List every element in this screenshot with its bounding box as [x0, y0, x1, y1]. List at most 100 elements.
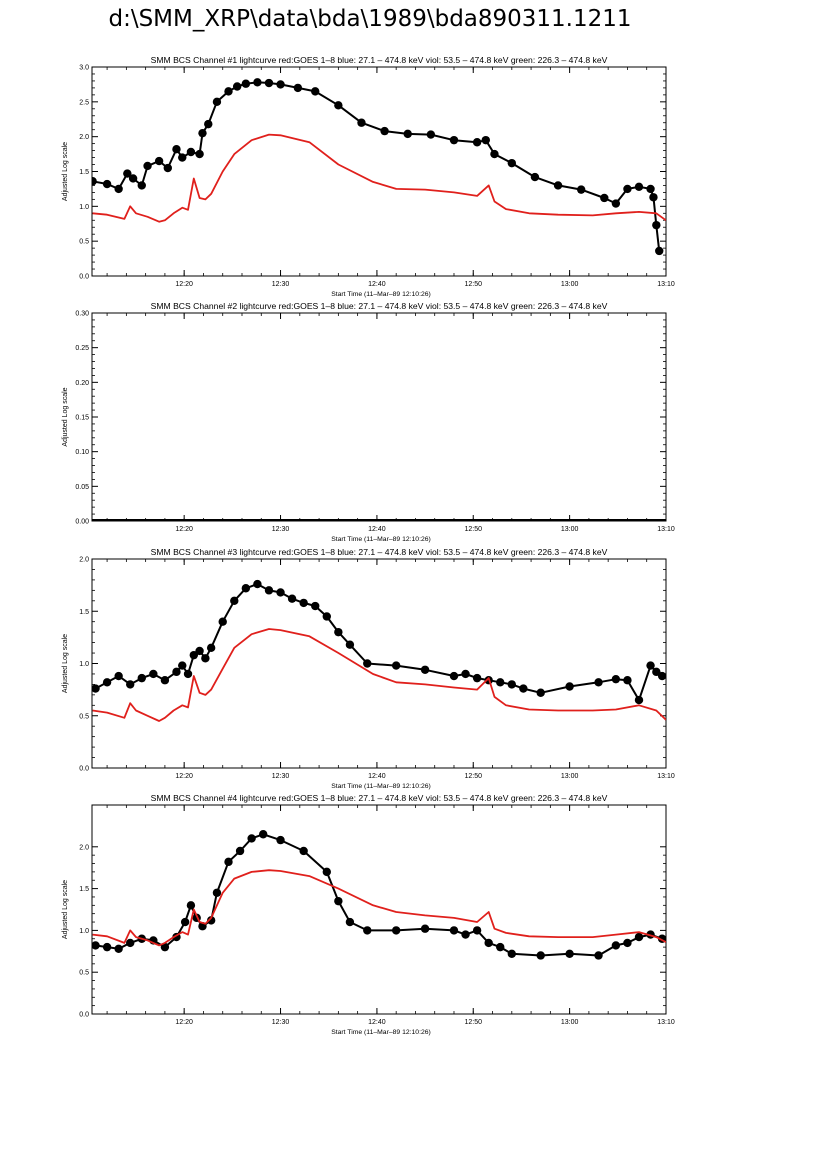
y-tick-label: 1.0	[79, 661, 89, 668]
data-point-black	[241, 79, 251, 88]
data-point-black	[224, 857, 233, 867]
data-point-black	[114, 184, 123, 194]
x-tick-label: 12:50	[464, 281, 482, 288]
data-point-black	[311, 87, 320, 96]
data-point-black	[623, 184, 632, 194]
y-tick-label: 0.0	[79, 274, 89, 281]
x-tick-label: 12:30	[272, 281, 290, 288]
y-axis-label: Adjusted Log scale	[62, 142, 69, 201]
data-point-black	[189, 650, 199, 660]
data-point-black	[391, 926, 401, 935]
data-point-black	[172, 145, 181, 154]
data-point-black	[536, 688, 545, 697]
data-point-black	[449, 926, 459, 935]
y-tick-label: 0.10	[75, 449, 89, 456]
data-point-black	[212, 888, 222, 897]
data-point-black	[102, 678, 112, 687]
data-point-black	[276, 835, 285, 845]
y-axis-label: Adjusted Log scale	[62, 880, 69, 939]
x-tick-label: 12:20	[175, 773, 193, 780]
data-point-black	[293, 83, 303, 93]
data-point-black	[322, 612, 331, 621]
data-point-black	[235, 846, 245, 856]
chart-panel-1: SMM BCS Channel #1 lightcurve red:GOES 1…	[62, 55, 675, 298]
data-point-black	[576, 185, 586, 194]
data-point-black	[334, 627, 343, 637]
data-point-black	[287, 594, 297, 603]
series-red-goes-line	[92, 869, 666, 947]
y-tick-label: 0.25	[75, 345, 89, 352]
y-tick-label: 1.5	[79, 886, 89, 893]
chart-title: SMM BCS Channel #3 lightcurve red:GOES 1…	[151, 547, 608, 557]
data-point-black	[212, 97, 222, 107]
data-point-black	[565, 682, 574, 691]
data-point-black	[507, 680, 517, 689]
data-point-black	[611, 674, 621, 684]
x-tick-label: 13:00	[561, 281, 579, 288]
data-point-black	[311, 601, 320, 611]
data-point-black	[186, 147, 196, 157]
data-point-black	[249, 519, 254, 521]
data-point-black	[357, 118, 366, 127]
data-point-black	[649, 193, 658, 202]
data-point-black	[449, 671, 459, 681]
data-point-black	[114, 944, 123, 953]
x-tick-label: 12:50	[464, 526, 482, 533]
data-point-black	[594, 951, 603, 960]
data-point-black	[363, 926, 372, 935]
data-point-black	[230, 596, 239, 605]
data-point-black	[472, 138, 482, 147]
series-red-goes-line	[92, 628, 666, 722]
x-tick-label: 12:30	[272, 773, 290, 780]
y-tick-label: 0.00	[75, 519, 89, 526]
chart-title: SMM BCS Channel #1 lightcurve red:GOES 1…	[151, 55, 608, 65]
data-point-black	[299, 846, 308, 856]
data-point-black	[380, 126, 389, 136]
x-tick-label: 12:40	[368, 281, 386, 288]
x-tick-label: 13:10	[657, 1019, 675, 1026]
data-point-black	[530, 172, 540, 182]
y-tick-label: 2.0	[79, 134, 89, 141]
series-red-goes-line	[92, 133, 666, 223]
data-point-black	[128, 174, 138, 183]
data-point-black	[646, 184, 655, 194]
data-point-black	[496, 942, 505, 952]
data-point-black	[126, 938, 135, 948]
y-axis-label: Adjusted Log scale	[62, 387, 69, 446]
data-point-black	[652, 667, 661, 677]
x-axis-label: Start Time (11–Mar–89 12:10:26)	[331, 536, 431, 543]
data-point-black	[178, 153, 187, 162]
data-point-black	[232, 82, 242, 91]
y-tick-label: 2.0	[79, 844, 89, 851]
y-tick-label: 0.5	[79, 239, 89, 246]
y-tick-label: 2.0	[79, 557, 89, 564]
x-tick-label: 13:00	[561, 1019, 579, 1026]
data-point-black	[258, 830, 268, 839]
data-point-black	[611, 199, 621, 208]
data-point-black	[160, 676, 170, 685]
series-black-line	[95, 583, 663, 702]
data-point-black	[143, 161, 152, 171]
x-tick-label: 13:10	[657, 281, 675, 288]
data-point-black	[241, 584, 251, 593]
data-point-black	[299, 598, 308, 608]
data-point-black	[519, 684, 528, 693]
data-point-black	[481, 135, 490, 145]
data-point-black	[253, 579, 262, 589]
data-point-black	[420, 924, 430, 933]
data-point-black	[660, 519, 665, 521]
data-point-black	[201, 654, 210, 663]
x-tick-label: 12:50	[464, 1019, 482, 1026]
data-point-black	[253, 78, 262, 87]
data-point-black	[92, 177, 97, 186]
page-title: d:\SMM_XRP\data\bda\1989\bda890311.1211	[108, 6, 632, 32]
data-point-black	[553, 181, 563, 190]
data-point-black	[93, 519, 98, 521]
data-point-black	[160, 942, 170, 952]
plot-frame	[91, 66, 667, 277]
x-tick-label: 13:00	[561, 773, 579, 780]
data-point-black	[180, 917, 190, 927]
data-point-black	[133, 519, 138, 521]
chart-panel-3: SMM BCS Channel #3 lightcurve red:GOES 1…	[62, 547, 675, 790]
